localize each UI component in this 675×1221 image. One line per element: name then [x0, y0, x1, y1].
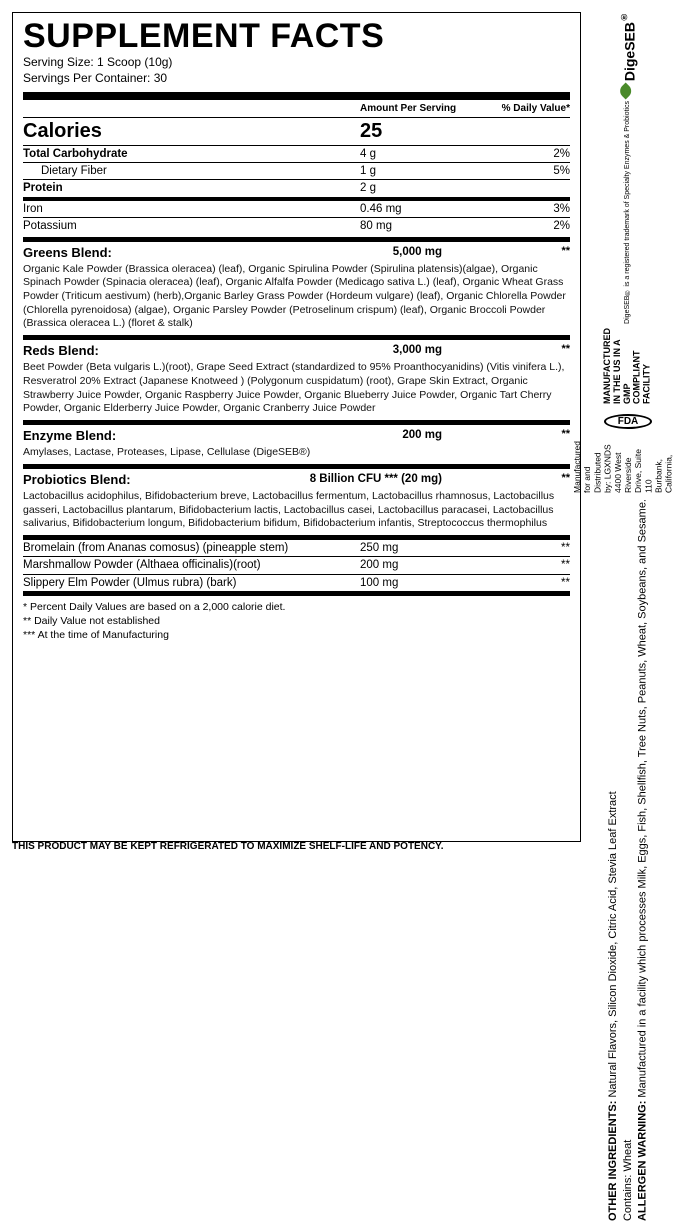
nutrient-row: Marshmallow Powder (Althaea officinalis)…: [23, 556, 570, 573]
nutrient-row: Iron0.46 mg3%: [23, 201, 570, 217]
nutrient-row: Dietary Fiber1 g5%: [23, 162, 570, 179]
blend-dv: **: [552, 472, 570, 488]
amount-header: Amount Per Serving: [360, 103, 480, 116]
blend-body: Amylases, Lactase, Proteases, Lipase, Ce…: [23, 446, 570, 460]
blend-section: Enzyme Blend: 200 mg ** Amylases, Lactase, …: [23, 420, 570, 460]
leaf-icon: [617, 83, 634, 100]
storage-footer: THIS PRODUCT MAY BE KEPT REFRIGERATED TO…: [12, 841, 444, 852]
nutrient-row: Potassium80 mg2%: [23, 217, 570, 234]
dv-header: % Daily Value*: [480, 103, 570, 116]
blend-name: Enzyme Blend:: [23, 428, 116, 444]
footnotes: * Percent Daily Values are based on a 2,…: [23, 591, 570, 643]
blend-amount: 5,000 mg: [393, 245, 442, 261]
note: ** Daily Value not established: [23, 614, 570, 628]
blend-section: Reds Blend: 3,000 mg ** Beet Powder (Beta v…: [23, 335, 570, 416]
note: * Percent Daily Values are based on a 2,…: [23, 600, 570, 614]
blend-section: Probiotics Blend: 8 Billion CFU *** (20 m…: [23, 464, 570, 531]
facts-panel: SUPPLEMENT FACTS Serving Size: 1 Scoop (…: [12, 12, 581, 842]
nutrient-row: Bromelain (from Ananas comosus) (pineapp…: [23, 540, 570, 556]
blend-name: Reds Blend:: [23, 343, 99, 359]
blend-body: Organic Kale Powder (Brassica oleracea) …: [23, 263, 570, 331]
blend-amount: 8 Billion CFU *** (20 mg): [310, 472, 442, 488]
nutrient-row: Protein2 g: [23, 179, 570, 196]
blend-name: Probiotics Blend:: [23, 472, 131, 488]
calories-row: Calories 25: [23, 117, 570, 145]
column-header: Amount Per Serving % Daily Value*: [23, 102, 570, 117]
blend-name: Greens Blend:: [23, 245, 112, 261]
servings-per: Servings Per Container: 30: [23, 71, 570, 87]
blend-section: Greens Blend: 5,000 mg ** Organic Kale Powd…: [23, 237, 570, 331]
nutrient-row: Total Carbohydrate4 g2%: [23, 145, 570, 162]
fda-badge: FDA: [604, 414, 652, 429]
calories-value: 25: [360, 119, 480, 144]
blend-amount: 200 mg: [402, 428, 442, 444]
other-ingredients: OTHER INGREDIENTS: Natural Flavors, Sili…: [606, 499, 651, 1221]
brand-logo: DigeSEB®: [619, 12, 638, 97]
note: *** At the time of Manufacturing: [23, 628, 570, 642]
serving-size: Serving Size: 1 Scoop (10g): [23, 55, 570, 71]
manufacturer: Manufactured for and Distributed by: LGX…: [572, 441, 675, 493]
blend-dv: **: [552, 343, 570, 359]
blend-dv: **: [552, 245, 570, 261]
blend-amount: 3,000 mg: [393, 343, 442, 359]
gmp-text: MANUFACTURED IN THE US IN A GMP COMPLIAN…: [603, 328, 652, 404]
side-column: DigeSEB® DigeSEB® is a registered tradem…: [589, 12, 667, 842]
title: SUPPLEMENT FACTS: [23, 19, 570, 53]
calories-label: Calories: [23, 119, 360, 144]
nutrient-row: Slippery Elm Powder (Ulmus rubra) (bark)…: [23, 574, 570, 591]
serving-info: Serving Size: 1 Scoop (10g) Servings Per…: [23, 55, 570, 86]
blend-dv: **: [552, 428, 570, 444]
blend-body: Lactobacillus acidophilus, Bifidobacteri…: [23, 490, 570, 531]
blend-body: Beet Powder (Beta vulgaris L.)(root), Gr…: [23, 361, 570, 416]
brand-trademark: DigeSEB® is a registered trademark of Sp…: [624, 101, 632, 324]
